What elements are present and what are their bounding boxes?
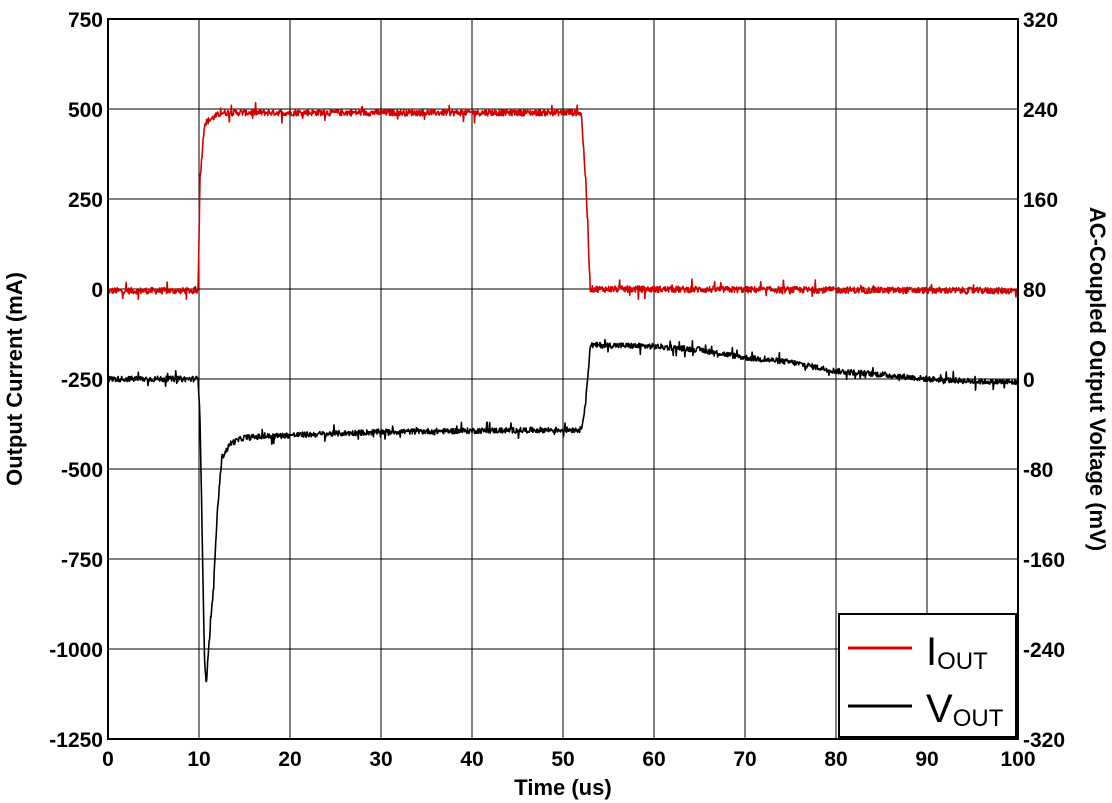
legend-label-iout: IOUT (926, 630, 988, 675)
y-left-tick-label: -1250 (49, 729, 103, 752)
y-right-tick-label: -320 (1023, 729, 1065, 752)
y-left-tick-label: -750 (61, 549, 103, 572)
x-tick-label: 80 (824, 748, 847, 771)
legend-iout-sub: OUT (937, 648, 988, 675)
series-iout-line (107, 101, 1019, 300)
legend-vout-main: V (926, 687, 953, 731)
y-right-tick-label: 0 (1023, 369, 1035, 392)
y-right-tick-label: -160 (1023, 549, 1065, 572)
x-tick-labels: 0 10 20 30 40 50 60 70 80 90 100 (102, 748, 1035, 771)
series-vout-line (107, 338, 1019, 683)
y-right-tick-label: 240 (1023, 99, 1058, 122)
y-right-axis-label: AC-Coupled Output Voltage (mV) (1085, 207, 1110, 551)
y-left-tick-label: 750 (68, 9, 103, 32)
legend: IOUT VOUT (838, 613, 1017, 738)
x-tick-label: 90 (915, 748, 938, 771)
y-left-tick-label: 250 (68, 189, 103, 212)
y-left-tick-label: -500 (61, 459, 103, 482)
x-tick-label: 60 (642, 748, 665, 771)
y-left-tick-labels: 750 500 250 0 -250 -500 -750 -1000 -1250 (49, 9, 103, 752)
plot-area (107, 101, 1019, 683)
y-left-axis-label: Output Current (mA) (2, 272, 27, 486)
x-tick-label: 20 (278, 748, 301, 771)
x-tick-label: 0 (102, 748, 114, 771)
legend-vout-sub: OUT (953, 705, 1004, 732)
x-tick-label: 30 (369, 748, 392, 771)
y-left-tick-label: -1000 (49, 639, 103, 662)
legend-iout-main: I (926, 630, 937, 674)
y-right-tick-label: 80 (1023, 279, 1046, 302)
x-tick-label: 40 (460, 748, 483, 771)
y-right-tick-label: -80 (1023, 459, 1053, 482)
y-right-tick-label: -240 (1023, 639, 1065, 662)
legend-label-vout: VOUT (926, 687, 1004, 732)
y-left-tick-label: 500 (68, 99, 103, 122)
x-tick-label: 100 (1000, 748, 1035, 771)
y-right-tick-label: 320 (1023, 9, 1058, 32)
y-left-tick-label: -250 (61, 369, 103, 392)
legend-box (838, 613, 1017, 738)
y-right-tick-labels: 320 240 160 80 0 -80 -160 -240 -320 (1023, 9, 1065, 752)
x-tick-label: 50 (551, 748, 574, 771)
x-axis-label: Time (us) (514, 775, 611, 800)
y-left-tick-label: 0 (91, 279, 103, 302)
y-right-tick-label: 160 (1023, 189, 1058, 212)
x-tick-label: 70 (733, 748, 756, 771)
plot-frame (107, 18, 1019, 740)
x-tick-label: 10 (187, 748, 210, 771)
